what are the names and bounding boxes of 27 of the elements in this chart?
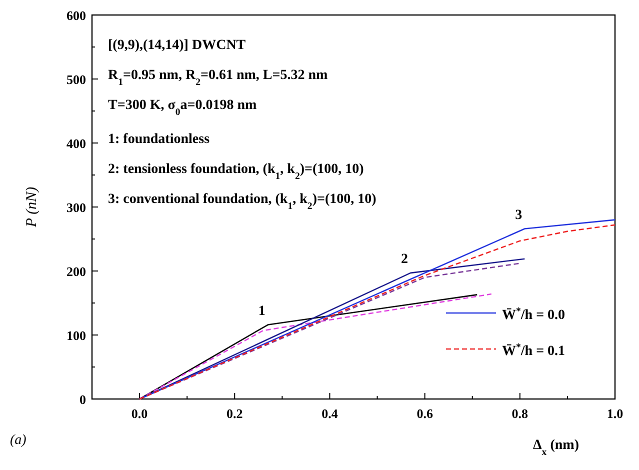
annotation: [(9,9),(14,14)] DWCNT [108, 38, 246, 53]
y-axis-title: P (nN) [24, 186, 40, 228]
y-tick-label: 300 [66, 200, 86, 215]
y-tick-label: 400 [66, 136, 86, 151]
annotation: 2: tensionless foundation, (k$_{1}$, k$_{2}$)=(100, 10) [108, 162, 364, 182]
annotation: 2 [401, 252, 408, 267]
annotation: 1 [258, 304, 266, 319]
x-tick-label: 0.4 [322, 406, 338, 421]
y-tick-label: 0 [80, 392, 86, 407]
y-tick-label: 200 [66, 264, 86, 279]
x-tick-label: 1.0 [606, 406, 624, 421]
text: (a) [10, 433, 27, 448]
annotation: R$_{1}$=0.95 nm, R$_{2}$=0.61 nm, L=5.32 nm [108, 68, 328, 88]
x-tick-label: 0.0 [131, 406, 148, 421]
legend-label: W̄$^{*}$/h = 0.0 [502, 306, 566, 323]
x-tick-label: 0.6 [416, 406, 434, 421]
y-tick-label: 100 [66, 328, 86, 343]
x-tick-label: 0.8 [512, 406, 529, 421]
legend-label: W̄$^{*}$/h = 0.1 [502, 342, 566, 359]
x-tick-label: 0.2 [226, 406, 243, 421]
y-tick-label: 500 [66, 72, 86, 87]
annotation: T=300 K, σ$_{0}$a=0.0198 nm [108, 98, 257, 118]
annotation: 1: foundationless [108, 132, 210, 147]
x-axis-title: Δ$_{x}$ (nm) [533, 438, 580, 458]
annotation: 3: conventional foundation, (k$_{1}$, k$_{2}$)=(100, 10) [108, 192, 377, 212]
y-tick-label: 600 [66, 8, 86, 23]
annotation: 3 [515, 208, 522, 223]
